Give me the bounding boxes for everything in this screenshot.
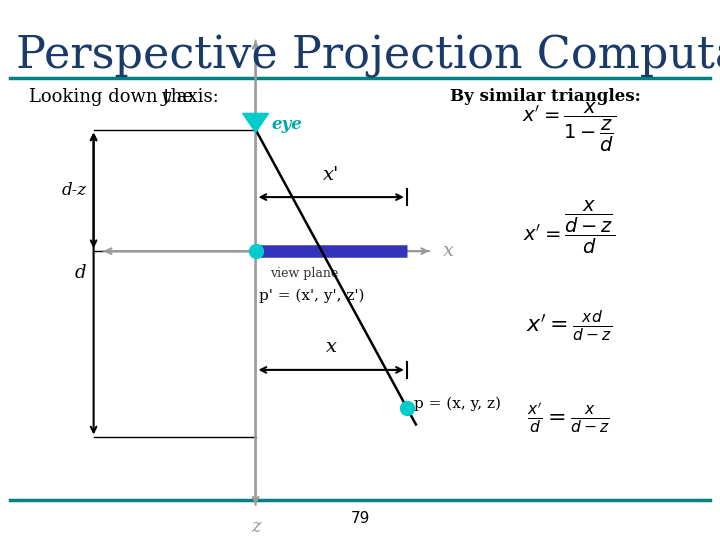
Text: p' = (x', y', z'): p' = (x', y', z') <box>259 289 365 303</box>
Text: d-z: d-z <box>61 182 86 199</box>
Text: $x' = \dfrac{\dfrac{x}{d-z}}{d}$: $x' = \dfrac{\dfrac{x}{d-z}}{d}$ <box>523 199 615 256</box>
Text: x: x <box>443 242 454 260</box>
Text: Perspective Projection Computation: Perspective Projection Computation <box>16 35 720 78</box>
Text: axis:: axis: <box>171 88 218 106</box>
Text: eye: eye <box>271 116 302 133</box>
Text: $x' = \frac{xd}{d - z}$: $x' = \frac{xd}{d - z}$ <box>526 308 612 343</box>
Text: y: y <box>161 88 171 106</box>
Polygon shape <box>243 113 269 132</box>
Text: d: d <box>75 264 86 282</box>
Text: $x' = \dfrac{x}{1 - \dfrac{z}{d}}$: $x' = \dfrac{x}{1 - \dfrac{z}{d}}$ <box>522 101 616 154</box>
Text: x: x <box>325 339 337 356</box>
Text: 79: 79 <box>351 511 369 526</box>
Text: Looking down the: Looking down the <box>29 88 199 106</box>
Text: p = (x, y, z): p = (x, y, z) <box>414 397 501 411</box>
Text: $\frac{x'}{d} = \frac{x}{d - z}$: $\frac{x'}{d} = \frac{x}{d - z}$ <box>527 400 611 435</box>
Text: x': x' <box>323 166 339 184</box>
Text: view plane: view plane <box>270 267 338 280</box>
Text: z: z <box>251 518 261 536</box>
Text: By similar triangles:: By similar triangles: <box>450 88 641 105</box>
